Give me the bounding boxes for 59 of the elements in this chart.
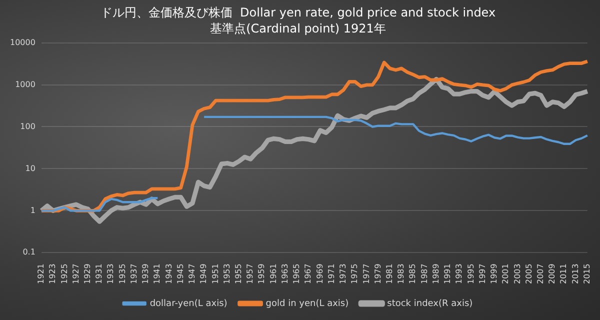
x-tick-label: 1999 (490, 264, 499, 284)
x-tick-label: 1933 (106, 264, 116, 284)
x-tick-label: 1935 (118, 264, 127, 284)
x-tick-label: 1971 (326, 264, 336, 284)
y-tick-label: 100 (20, 122, 36, 131)
x-tick-label: 1987 (420, 264, 429, 284)
legend-label: dollar-yen(L axis) (150, 298, 228, 309)
x-tick-label: 2009 (548, 264, 557, 284)
x-tick-label: 1979 (373, 264, 382, 284)
legend-label: gold in yen(L axis) (266, 298, 349, 309)
x-tick-label: 1981 (385, 264, 394, 284)
x-tick-label: 1949 (199, 264, 208, 284)
x-tick-label: 1955 (234, 264, 243, 284)
x-tick-label: 1989 (431, 264, 440, 284)
x-tick-label: 1975 (350, 264, 360, 284)
x-tick-label: 1927 (71, 264, 80, 284)
y-tick-label: 1000 (15, 80, 36, 89)
x-tick-label: 1995 (466, 264, 476, 284)
y-tick-label: 10 (25, 164, 36, 173)
x-tick-label: 2013 (570, 264, 580, 284)
x-tick-label: 1925 (60, 264, 69, 284)
x-tick-label: 1931 (94, 264, 104, 284)
x-tick-label: 1941 (152, 264, 162, 284)
x-tick-label: 1929 (82, 264, 92, 284)
x-tick-label: 1923 (48, 264, 58, 284)
chart-subtitle: 基準点(Cardinal point) 1921年 (210, 22, 386, 36)
x-tick-label: 1985 (408, 264, 418, 284)
x-tick-label: 1963 (280, 264, 290, 284)
x-tick-label: 1973 (338, 264, 348, 284)
x-tick-label: 1947 (188, 264, 197, 284)
x-tick-label: 1921 (36, 264, 46, 284)
y-tick-label: 10000 (10, 38, 36, 47)
legend-label: stock index(R axis) (387, 298, 473, 309)
x-tick-label: 1983 (396, 264, 406, 284)
x-tick-label: 1991 (443, 264, 452, 284)
x-tick-label: 2005 (524, 264, 534, 284)
x-tick-label: 1957 (246, 264, 255, 284)
x-tick-label: 1965 (292, 264, 302, 284)
x-tick-label: 1953 (222, 264, 232, 284)
x-tick-label: 1951 (210, 264, 220, 284)
x-tick-label: 1967 (304, 264, 313, 284)
y-tick-label: 1 (30, 206, 36, 215)
x-tick-label: 1939 (141, 264, 150, 284)
x-tick-label: 1959 (257, 264, 266, 284)
y-tick-label: 0.1 (22, 248, 36, 257)
x-tick-label: 2007 (536, 264, 546, 284)
x-tick-label: 1997 (478, 264, 487, 284)
x-tick-label: 2015 (582, 264, 592, 284)
x-tick-label: 1937 (129, 264, 138, 284)
x-tick-label: 1961 (268, 264, 278, 284)
x-tick-label: 1943 (164, 264, 174, 284)
x-tick-label: 1993 (454, 264, 464, 284)
x-tick-label: 2011 (559, 264, 568, 284)
chart-title: ドル円、金価格及び株価 Dollar yen rate, gold price and stock index (100, 5, 496, 20)
x-tick-label: 1969 (315, 264, 324, 284)
x-tick-label: 2001 (501, 264, 510, 284)
x-tick-label: 1945 (176, 264, 185, 284)
x-tick-label: 1977 (362, 264, 371, 284)
x-tick-label: 2003 (512, 264, 522, 284)
